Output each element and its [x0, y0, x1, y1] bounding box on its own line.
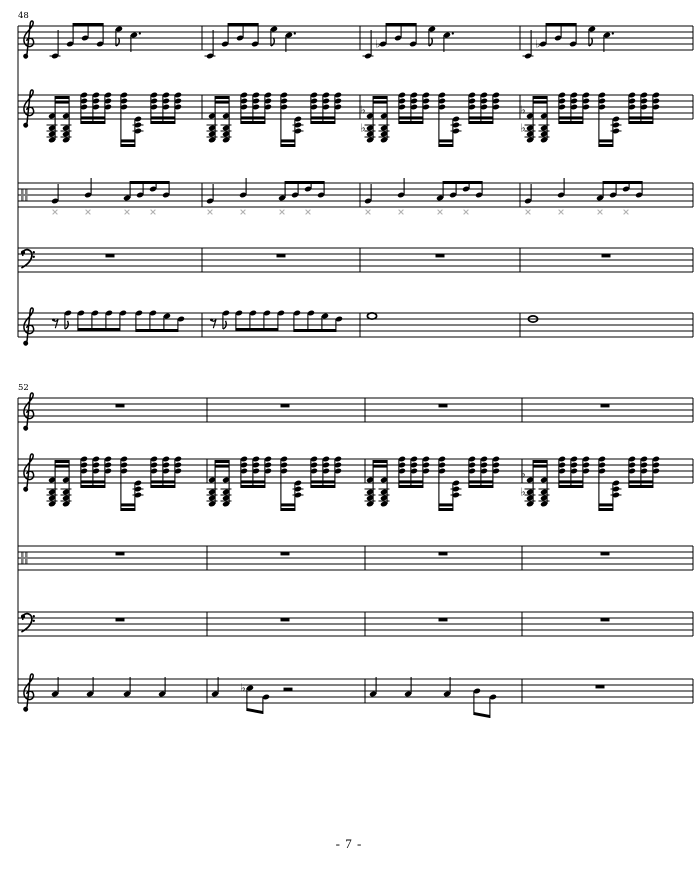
svg-text:♭: ♭: [360, 122, 365, 135]
measure: [280, 404, 290, 408]
perc-clef: [21, 189, 28, 201]
measure: [206, 456, 342, 511]
measure: [52, 310, 185, 332]
measure: [600, 552, 610, 556]
staff-lead-melody: ♭ ♭: [18, 20, 694, 60]
staff-bass: [18, 247, 694, 273]
measure: [438, 618, 448, 622]
treble-clef: [23, 453, 35, 493]
measure: [524, 178, 643, 215]
measure: [210, 310, 343, 332]
perc-clef: [21, 552, 28, 564]
treble-clef: [23, 673, 35, 713]
measure: [438, 552, 448, 556]
measure: [49, 23, 141, 59]
measure: [366, 312, 378, 320]
bass-clef: [20, 612, 35, 633]
measure: [206, 92, 342, 147]
svg-text:♭: ♭: [375, 38, 380, 51]
measure: [204, 23, 296, 59]
measure: [276, 254, 286, 258]
measure: ♭: [522, 23, 614, 59]
measure: ♭♭: [520, 92, 660, 147]
measure: [527, 315, 539, 323]
measure-number: 52: [18, 383, 29, 393]
staff-counter-melody: [18, 307, 694, 347]
measure: [601, 254, 611, 258]
measure: ♭♭: [360, 92, 500, 147]
staff-lead-melody: [18, 392, 694, 432]
staff-chords: ♭♭♭♭: [18, 89, 694, 147]
system-48: 48♭ ♭♭♭♭♭: [17, 11, 694, 347]
measure: [46, 456, 182, 511]
svg-text:♭: ♭: [240, 682, 245, 695]
svg-text:♭: ♭: [520, 122, 525, 135]
measure: ♭: [362, 23, 454, 59]
measure: [115, 404, 125, 408]
bass-clef: [20, 248, 35, 269]
svg-text:♭: ♭: [520, 486, 525, 499]
staff-chords: ♭♭: [18, 453, 694, 511]
measure-number: 48: [18, 11, 29, 21]
measure: ♭♭: [520, 456, 660, 511]
measure: [115, 552, 125, 556]
measure: [600, 404, 610, 408]
treble-clef: [23, 392, 35, 432]
measure: [280, 552, 290, 556]
measure: [46, 92, 182, 147]
svg-text:♭: ♭: [520, 104, 525, 117]
measure: [51, 178, 170, 215]
svg-text:♭: ♭: [360, 104, 365, 117]
treble-clef: [23, 20, 35, 60]
measure: [280, 618, 290, 622]
measure: [364, 178, 483, 215]
measure: [115, 618, 125, 622]
eighth-rest: [52, 318, 59, 329]
staff-percussion: [18, 178, 694, 215]
measure: [364, 456, 500, 511]
measure: [435, 254, 445, 258]
treble-clef: [23, 89, 35, 129]
staff-bass: [18, 611, 694, 637]
staff-percussion: [18, 545, 694, 571]
treble-clef: [23, 307, 35, 347]
measure: [105, 254, 115, 258]
svg-text:♭: ♭: [535, 38, 540, 51]
staff-counter-melody: ♭: [18, 673, 694, 718]
svg-text:♭: ♭: [520, 468, 525, 481]
page-number: - 7 -: [335, 836, 363, 851]
measure: [51, 677, 166, 697]
measure: ♭: [211, 677, 293, 714]
eighth-rest: [210, 318, 217, 329]
measure: [438, 404, 448, 408]
measure: [595, 685, 605, 689]
system-52: 52♭♭♭: [17, 383, 694, 718]
measure: [600, 618, 610, 622]
measure: [369, 677, 497, 718]
measure: [206, 178, 325, 215]
